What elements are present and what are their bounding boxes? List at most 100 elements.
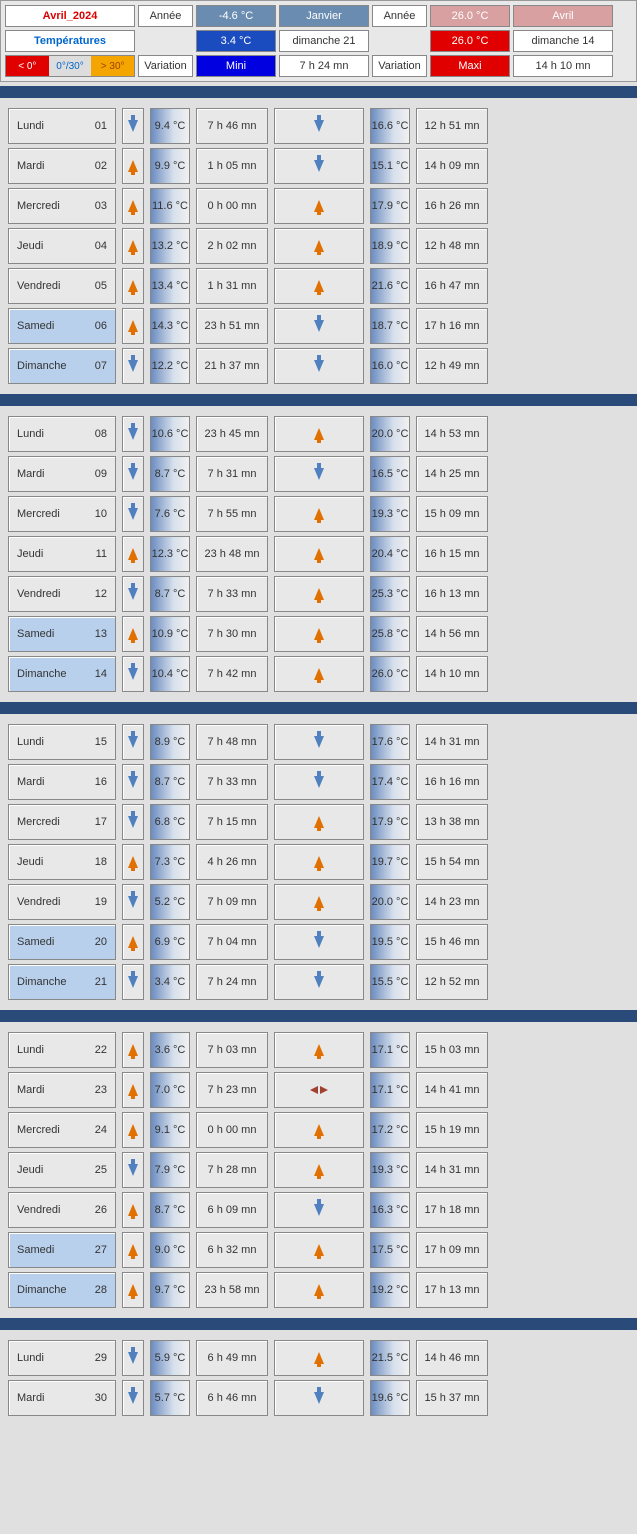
- day-number: 14: [95, 668, 107, 680]
- arrow-down-icon: [128, 776, 138, 788]
- max-temp: 18.7 °C: [370, 308, 410, 344]
- max-temp: 17.1 °C: [370, 1072, 410, 1108]
- max-variation-icon: [274, 1072, 364, 1108]
- min-temp: 7.9 °C: [150, 1152, 190, 1188]
- min-variation-icon: [122, 268, 144, 304]
- day-number: 18: [95, 856, 107, 868]
- min-temp: 11.6 °C: [150, 188, 190, 224]
- max-time: 14 h 23 mn: [416, 884, 488, 920]
- min-variation-icon: [122, 108, 144, 144]
- min-temp: 5.2 °C: [150, 884, 190, 920]
- day-row: Lundi223.6 °C7 h 03 mn17.1 °C15 h 03 mn: [8, 1032, 629, 1068]
- min-variation-icon: [122, 964, 144, 1000]
- week-block: Lundi0810.6 °C23 h 45 mn20.0 °C14 h 53 m…: [0, 410, 637, 698]
- min-time: 7 h 33 mn: [196, 576, 268, 612]
- min-temp: 3.4 °C: [150, 964, 190, 1000]
- day-name: Vendredi: [17, 588, 60, 600]
- min-temp: 6.9 °C: [150, 924, 190, 960]
- arrow-up-icon: [314, 588, 324, 600]
- day-row: Mercredi249.1 °C0 h 00 mn17.2 °C15 h 19 …: [8, 1112, 629, 1148]
- max-time: 17 h 09 mn: [416, 1232, 488, 1268]
- arrow-down-icon: [128, 360, 138, 372]
- arrow-up-icon: [128, 936, 138, 948]
- arrow-up-icon: [128, 1044, 138, 1056]
- week-separator: [0, 702, 637, 714]
- max-temp: 17.5 °C: [370, 1232, 410, 1268]
- max-time: 15 h 09 mn: [416, 496, 488, 532]
- day-name: Mardi: [17, 1084, 45, 1096]
- day-row: Mercredi176.8 °C7 h 15 mn17.9 °C13 h 38 …: [8, 804, 629, 840]
- max-variation-icon: [274, 1340, 364, 1376]
- max-variation-icon: [274, 724, 364, 760]
- day-name: Jeudi: [17, 856, 43, 868]
- arrow-same-icon: [310, 1086, 328, 1094]
- min-variation-icon: [122, 416, 144, 452]
- arrow-down-icon: [128, 1392, 138, 1404]
- arrow-down-icon: [128, 976, 138, 988]
- max-time: 14 h 41 mn: [416, 1072, 488, 1108]
- min-variation-icon: [122, 1072, 144, 1108]
- week-separator: [0, 1318, 637, 1330]
- arrow-down-icon: [314, 160, 324, 172]
- day-name: Samedi: [17, 936, 54, 948]
- min-temp: 9.1 °C: [150, 1112, 190, 1148]
- day-name: Mercredi: [17, 1124, 60, 1136]
- arrow-up-icon: [314, 1284, 324, 1296]
- day-number: 30: [95, 1392, 107, 1404]
- day-number: 15: [95, 736, 107, 748]
- arrow-down-icon: [314, 320, 324, 332]
- temperatures-label: Températures: [5, 30, 135, 52]
- min-time: 6 h 32 mn: [196, 1232, 268, 1268]
- day-name: Jeudi: [17, 1164, 43, 1176]
- max-variation-icon: [274, 496, 364, 532]
- day-number: 02: [95, 160, 107, 172]
- min-time: 7 h 04 mn: [196, 924, 268, 960]
- max-time: 17 h 16 mn: [416, 308, 488, 344]
- max-variation-icon: [274, 1192, 364, 1228]
- day-number: 05: [95, 280, 107, 292]
- variation-label-left: Variation: [138, 55, 193, 77]
- max-time: 15 h 37 mn: [416, 1380, 488, 1416]
- arrow-down-icon: [314, 736, 324, 748]
- day-number: 23: [95, 1084, 107, 1096]
- arrow-up-icon: [314, 1124, 324, 1136]
- day-cell: Mardi16: [8, 764, 116, 800]
- max-variation-icon: [274, 844, 364, 880]
- max-temp: 16.5 °C: [370, 456, 410, 492]
- min-time: 7 h 33 mn: [196, 764, 268, 800]
- min-time: 4 h 26 mn: [196, 844, 268, 880]
- day-cell: Mardi30: [8, 1380, 116, 1416]
- max-time: 12 h 49 mn: [416, 348, 488, 384]
- max-temp: 18.9 °C: [370, 228, 410, 264]
- max-time: 14 h 53 mn: [416, 416, 488, 452]
- day-name: Jeudi: [17, 548, 43, 560]
- max-temp: 15.5 °C: [370, 964, 410, 1000]
- day-row: Samedi279.0 °C6 h 32 mn17.5 °C17 h 09 mn: [8, 1232, 629, 1268]
- max-temp: 17.9 °C: [370, 188, 410, 224]
- max-variation-icon: [274, 1380, 364, 1416]
- arrow-down-icon: [314, 360, 324, 372]
- max-time: 17 h 13 mn: [416, 1272, 488, 1308]
- day-cell: Lundi29: [8, 1340, 116, 1376]
- arrow-up-icon: [314, 280, 324, 292]
- arrow-down-icon: [128, 1352, 138, 1364]
- min-time: 7 h 03 mn: [196, 1032, 268, 1068]
- day-row: Samedi1310.9 °C7 h 30 mn25.8 °C14 h 56 m…: [8, 616, 629, 652]
- day-row: Samedi206.9 °C7 h 04 mn19.5 °C15 h 46 mn: [8, 924, 629, 960]
- arrow-down-icon: [314, 120, 324, 132]
- max-temp: 17.9 °C: [370, 804, 410, 840]
- min-temp: 7.0 °C: [150, 1072, 190, 1108]
- day-cell: Mercredi17: [8, 804, 116, 840]
- min-year-month: Janvier: [279, 5, 369, 27]
- min-variation-icon: [122, 724, 144, 760]
- min-temp: 9.4 °C: [150, 108, 190, 144]
- min-variation-icon: [122, 1272, 144, 1308]
- arrow-up-icon: [314, 1164, 324, 1176]
- arrow-down-icon: [314, 468, 324, 480]
- arrow-up-icon: [128, 1084, 138, 1096]
- day-cell: Samedi27: [8, 1232, 116, 1268]
- day-number: 20: [95, 936, 107, 948]
- min-time: 23 h 58 mn: [196, 1272, 268, 1308]
- mini-label: Mini: [196, 55, 276, 77]
- min-variation-icon: [122, 456, 144, 492]
